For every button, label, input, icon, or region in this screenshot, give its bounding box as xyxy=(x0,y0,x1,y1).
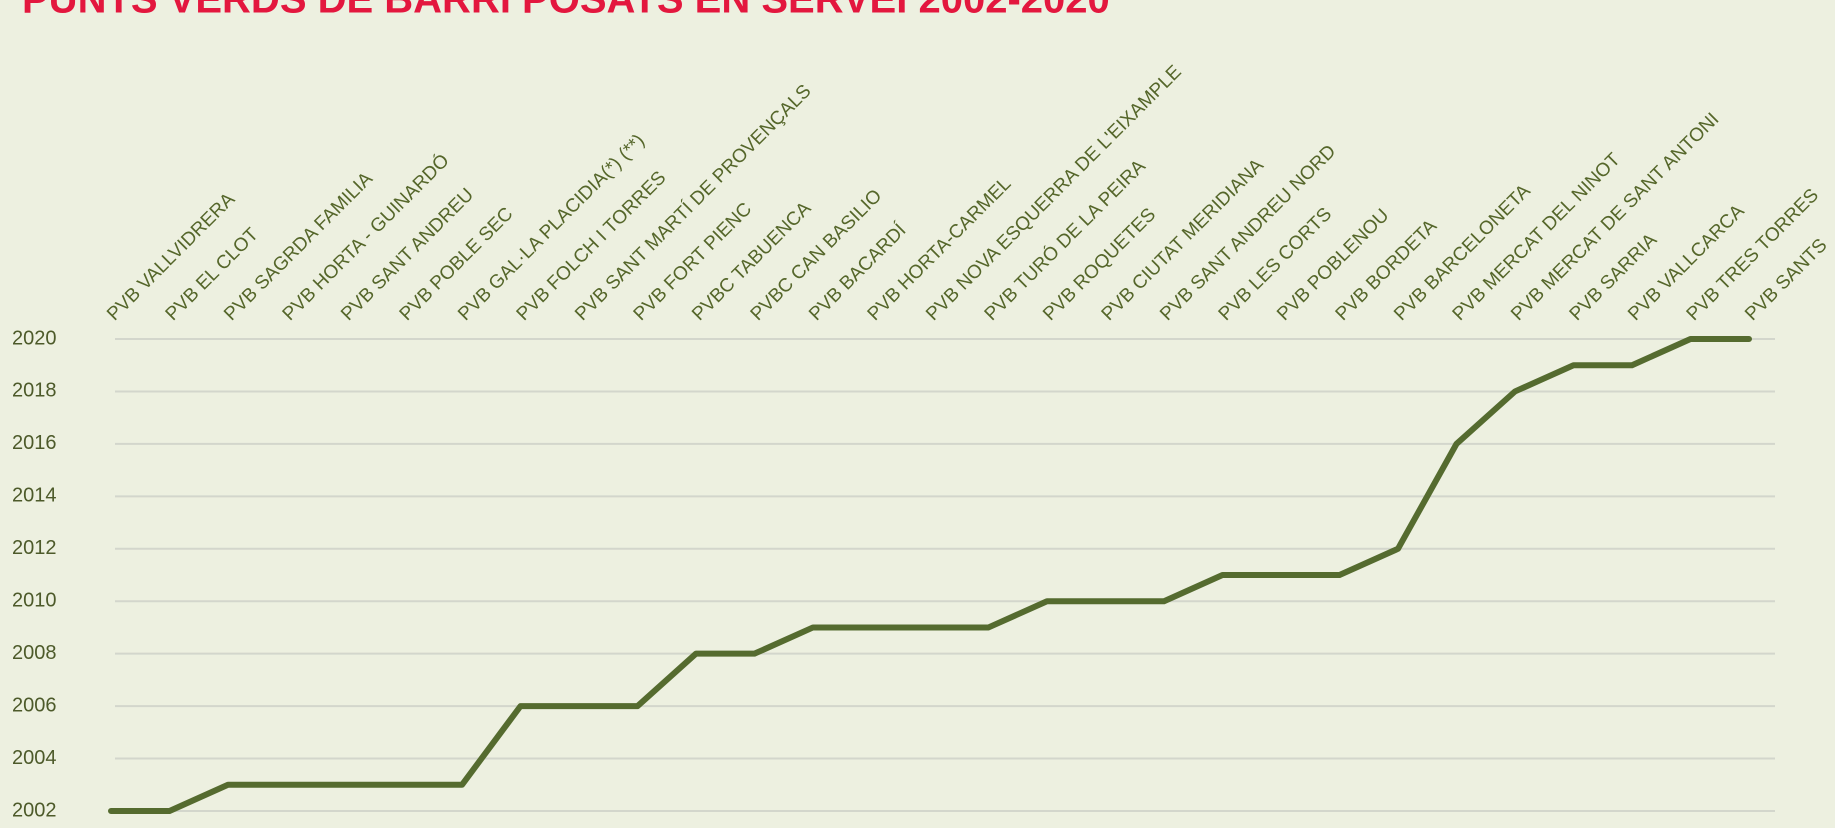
x-tick-label: PVB BORDETA xyxy=(1332,215,1442,325)
y-tick-label: 2004 xyxy=(12,747,57,769)
x-tick-label: PVB POBLENOU xyxy=(1273,205,1393,325)
y-tick-label: 2018 xyxy=(12,380,57,402)
y-tick-label: 2006 xyxy=(12,694,57,716)
chart-title: PUNTS VERDS DE BARRI POSATS EN SERVEI 20… xyxy=(22,0,1110,22)
y-tick-label: 2010 xyxy=(12,590,57,612)
y-tick-label: 2020 xyxy=(12,327,57,349)
y-tick-label: 2008 xyxy=(12,642,57,664)
y-tick-label: 2002 xyxy=(12,799,57,821)
y-tick-label: 2014 xyxy=(12,485,57,507)
data-line xyxy=(108,336,1752,814)
x-tick-label: PVB MERCAT DE SANT ANTONI xyxy=(1507,109,1723,325)
y-tick-label: 2012 xyxy=(12,537,57,559)
y-tick-label: 2016 xyxy=(12,432,57,454)
